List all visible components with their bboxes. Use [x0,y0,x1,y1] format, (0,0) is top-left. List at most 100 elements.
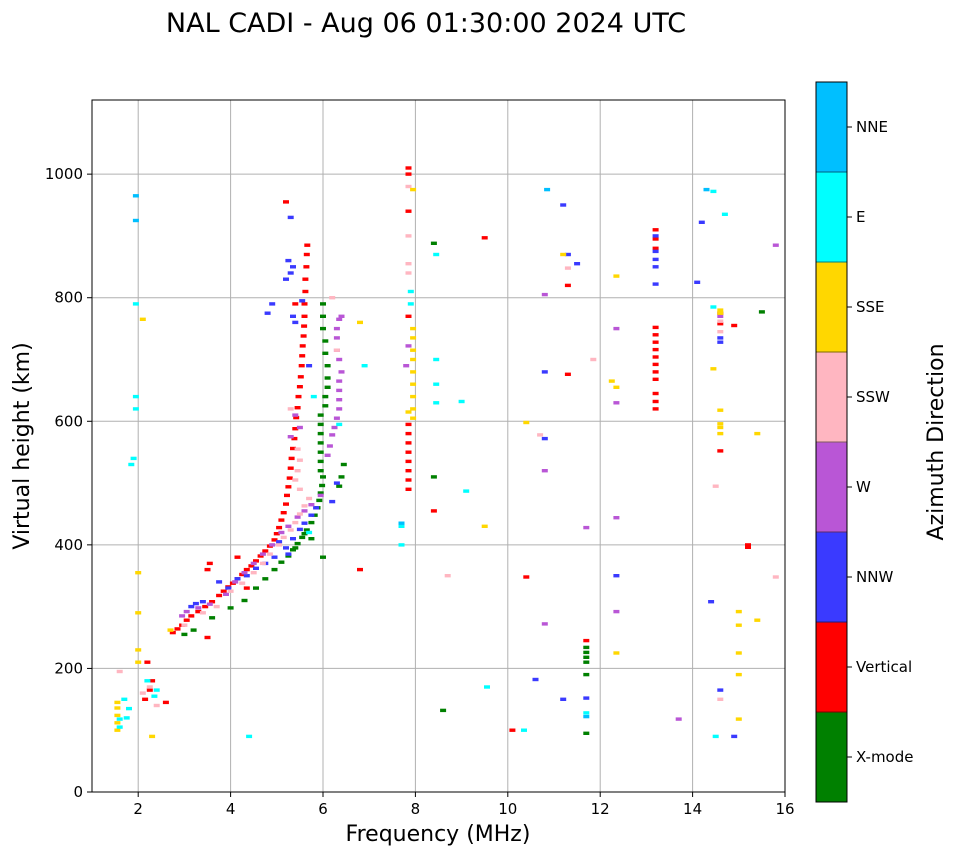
data-point [329,296,336,300]
data-point [241,571,248,575]
data-point [652,362,659,367]
data-point [223,592,229,596]
data-point [302,277,309,281]
data-point [652,237,659,241]
data-point [708,600,715,604]
colorbar-frame [815,81,848,803]
data-point [326,444,333,448]
data-point [144,679,151,683]
plot-frame [91,99,786,793]
data-point [142,697,149,701]
plot-background [92,100,785,792]
data-point [132,302,139,306]
data-point [336,422,343,427]
data-point [329,499,336,504]
data-point [290,446,296,451]
data-point [652,325,659,330]
data-point [320,555,326,559]
data-point [717,697,724,701]
data-point [246,734,253,739]
data-point [444,574,451,578]
series-ssw [116,184,779,708]
data-point [287,466,294,470]
data-point [299,344,306,348]
data-point [287,528,294,532]
data-point [613,274,620,278]
data-point [301,302,308,306]
data-point [308,537,315,541]
data-point [405,172,412,176]
data-point [114,700,121,705]
data-point [405,314,412,318]
colorbar-swatch [816,172,847,263]
data-point [405,234,412,238]
data-point [288,456,295,461]
colorbar-category-label: SSW [856,388,890,406]
data-point [195,609,202,614]
data-point [458,399,465,404]
data-point [331,425,338,430]
data-point [754,431,761,436]
data-point [735,609,742,614]
data-point [253,559,259,563]
grid-lines [92,100,786,793]
data-point [405,478,412,482]
data-point [209,600,216,604]
y-tick-label: 1000 [45,165,83,183]
data-point [116,717,123,721]
data-point [162,700,169,705]
data-point [292,546,299,550]
data-point [405,459,412,464]
data-point [652,347,659,352]
data-point [299,299,306,303]
data-point [126,706,132,711]
data-point [405,431,412,436]
data-point [405,209,412,213]
data-point [128,462,135,467]
data-point [652,257,659,262]
data-point [336,407,343,411]
data-point [179,614,186,618]
data-point [613,385,620,389]
data-point [317,493,324,498]
data-point [613,401,620,405]
data-point [410,382,417,386]
x-tick-label: 16 [775,800,794,818]
series-w [179,243,779,721]
colorbar-swatch [816,442,847,533]
data-point [262,549,269,553]
data-point [772,575,779,579]
data-point [116,725,123,729]
data-point [308,503,315,507]
data-point [303,265,310,269]
data-point [717,422,724,426]
data-point [509,728,516,732]
y-axis-ticks: 0 200 400 600 800 1000 [45,165,92,801]
data-point [410,187,417,192]
data-point [484,685,490,689]
data-point [712,484,719,488]
data-point [564,252,571,257]
data-point [410,370,417,374]
data-point [698,220,705,224]
data-point [583,714,590,719]
data-point [114,713,121,718]
data-point [266,552,273,556]
data-point [652,340,659,344]
x-tick-label: 6 [318,800,328,818]
data-point [731,323,738,328]
data-point [146,685,153,689]
data-point [287,271,294,275]
data-point [308,520,315,525]
data-point [721,212,728,216]
data-point [703,187,710,192]
data-point [259,561,266,566]
data-point [613,609,620,614]
data-point [271,538,278,542]
data-point [297,375,304,379]
data-point [322,351,329,355]
data-point [523,420,530,425]
data-point [410,326,417,331]
data-point [116,669,123,674]
colorbar-category-label: NNE [856,118,888,136]
